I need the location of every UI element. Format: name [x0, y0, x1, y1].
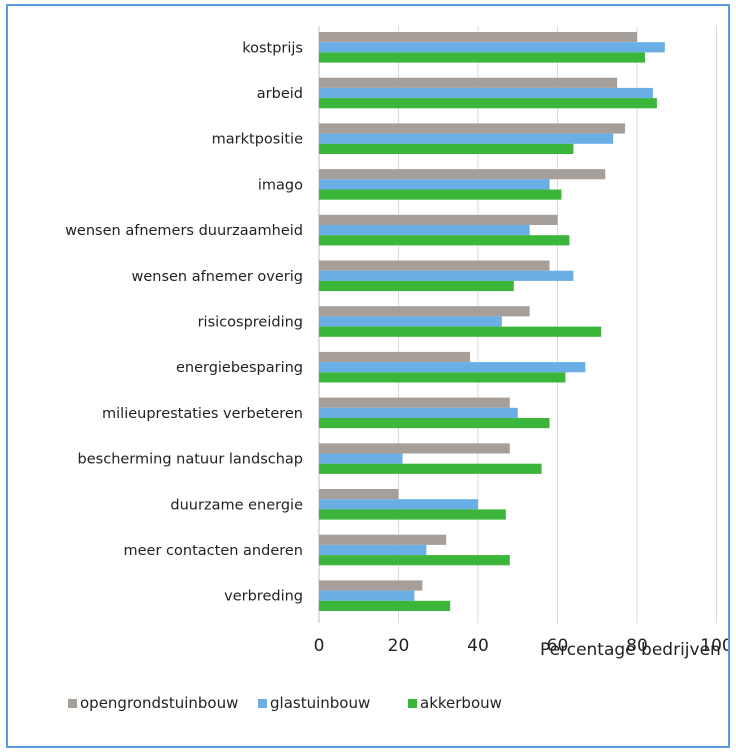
legend-item-glastuinbouw: glastuinbouw	[258, 694, 408, 712]
category-label: wensen afnemer overig	[131, 269, 303, 285]
bar-opengrondstuinbouw	[319, 534, 447, 545]
bar-opengrondstuinbouw	[319, 443, 510, 454]
bar-opengrondstuinbouw	[319, 351, 471, 363]
bar-akkerbouw	[319, 189, 562, 200]
category-label: arbeid	[257, 86, 303, 102]
bar-akkerbouw	[319, 555, 510, 566]
bars	[319, 32, 665, 611]
bar-opengrondstuinbouw	[319, 32, 637, 43]
bar-opengrondstuinbouw	[319, 489, 399, 500]
bar-opengrondstuinbouw	[319, 397, 510, 408]
x-tick-label: 20	[388, 636, 410, 656]
bar-opengrondstuinbouw	[319, 580, 423, 591]
bar-opengrondstuinbouw	[319, 214, 558, 225]
bar-glastuinbouw	[319, 362, 586, 373]
bar-opengrondstuinbouw	[319, 306, 530, 317]
bar-akkerbouw	[319, 98, 657, 109]
bar-akkerbouw	[319, 235, 570, 246]
bar-akkerbouw	[319, 143, 574, 154]
bar-akkerbouw	[319, 463, 542, 474]
chart-frame: kostprijs arbeid marktpositie imago wensen a…	[6, 4, 730, 748]
x-axis-label: Percentage bedrijven	[540, 640, 721, 660]
bar-glastuinbouw	[319, 316, 502, 327]
bar-glastuinbouw	[319, 544, 427, 556]
category-label: bescherming natuur landschap	[78, 452, 303, 468]
category-label: imago	[258, 177, 303, 193]
bar-akkerbouw	[319, 372, 566, 383]
bar-opengrondstuinbouw	[319, 260, 550, 271]
bar-glastuinbouw	[319, 42, 665, 53]
category-label: duurzame energie	[170, 497, 303, 513]
bar-opengrondstuinbouw	[319, 169, 606, 180]
legend-item-akkerbouw: akkerbouw	[408, 694, 568, 712]
bar-akkerbouw	[319, 52, 645, 63]
bar-akkerbouw	[319, 280, 514, 292]
legend-label: akkerbouw	[420, 694, 502, 712]
category-label: milieuprestaties verbeteren	[102, 406, 303, 422]
bar-chart: kostprijs arbeid marktpositie imago wensen a…	[65, 26, 730, 660]
x-tick-label: 80	[626, 636, 648, 656]
x-tick-label: 40	[467, 636, 489, 656]
bar-glastuinbouw	[319, 225, 530, 236]
x-tick-labels: 0 20 40 60 80 100	[314, 636, 730, 656]
bar-glastuinbouw	[319, 270, 574, 281]
bar-glastuinbouw	[319, 499, 478, 510]
x-tick-label: 100	[700, 636, 730, 656]
legend-label: opengrondstuinbouw	[80, 694, 239, 712]
legend-item-opengrondstuinbouw: opengrondstuinbouw	[68, 694, 258, 712]
category-label: verbreding	[224, 589, 303, 605]
bar-akkerbouw	[319, 418, 550, 429]
bar-glastuinbouw	[319, 179, 550, 190]
bar-opengrondstuinbouw	[319, 77, 618, 88]
bar-glastuinbouw	[319, 133, 614, 144]
bar-glastuinbouw	[319, 87, 653, 99]
bar-glastuinbouw	[319, 453, 403, 464]
x-tick-label: 60	[547, 636, 569, 656]
legend: opengrondstuinbouw glastuinbouw akkerbouw	[68, 694, 568, 712]
bar-akkerbouw	[319, 326, 602, 337]
category-label: marktpositie	[212, 132, 303, 148]
category-labels: kostprijs arbeid marktpositie imago wensen a…	[65, 40, 303, 604]
category-label: wensen afnemers duurzaamheid	[65, 223, 303, 239]
legend-label: glastuinbouw	[270, 694, 371, 712]
category-label: energiebesparing	[176, 360, 303, 376]
category-label: meer contacten anderen	[124, 543, 303, 559]
legend-swatch	[258, 698, 267, 708]
bar-akkerbouw	[319, 600, 451, 611]
category-label: kostprijs	[242, 40, 303, 56]
x-tick-label: 0	[314, 636, 325, 656]
legend-swatch	[408, 698, 417, 708]
bar-opengrondstuinbouw	[319, 123, 626, 134]
legend-swatch	[68, 698, 77, 708]
bar-akkerbouw	[319, 509, 506, 520]
category-label: risicospreiding	[198, 315, 303, 331]
bar-glastuinbouw	[319, 590, 415, 601]
bar-glastuinbouw	[319, 407, 518, 418]
